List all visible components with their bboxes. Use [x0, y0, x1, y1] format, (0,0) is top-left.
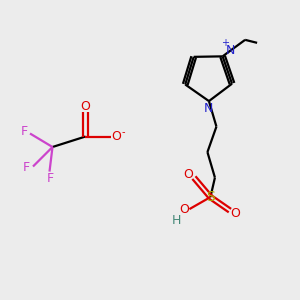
Text: O: O — [81, 100, 90, 113]
Text: F: F — [20, 125, 28, 139]
Text: F: F — [46, 172, 54, 185]
Text: O: O — [184, 168, 194, 181]
Text: N: N — [225, 44, 235, 57]
Text: S: S — [206, 190, 215, 204]
Text: +: + — [221, 38, 229, 48]
Text: H: H — [172, 214, 182, 227]
Text: F: F — [23, 161, 30, 174]
Text: O: O — [179, 202, 189, 216]
Text: O: O — [112, 130, 121, 143]
Text: -: - — [122, 127, 125, 137]
Text: O: O — [230, 207, 240, 220]
Text: N: N — [204, 102, 214, 115]
